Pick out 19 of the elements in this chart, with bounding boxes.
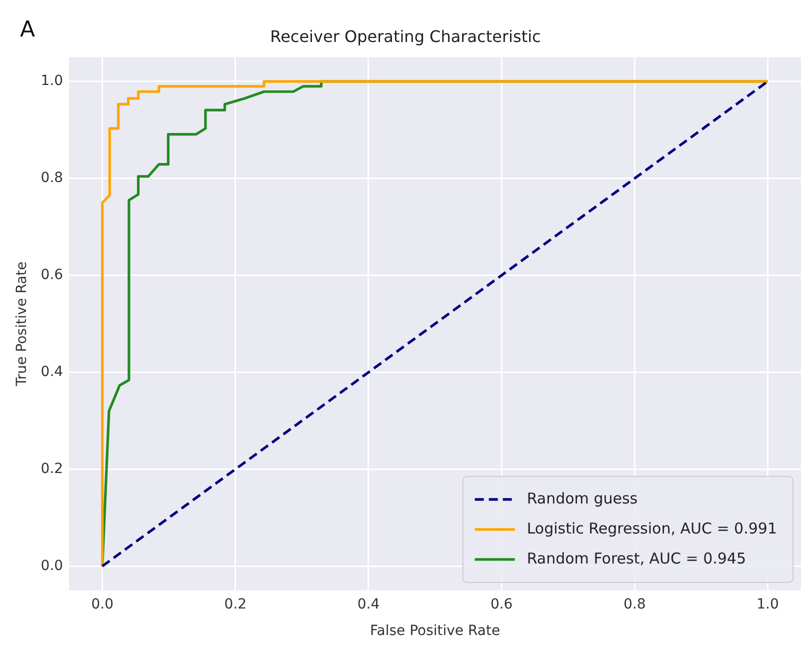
y-tick-label: 0.8: [40, 170, 64, 186]
x-axis-title: False Positive Rate: [370, 623, 500, 640]
y-tick-label: 1.0: [40, 73, 64, 90]
text: A: [20, 18, 36, 43]
legend-label: Logistic Regression, AUC = 0.991: [526, 519, 778, 538]
x-tick-label: 0.4: [357, 596, 380, 612]
y-tick-label: 0.6: [40, 266, 64, 283]
x-tick-label: 0.0: [91, 596, 114, 612]
x-tick-label: 0.2: [224, 596, 247, 612]
x-tick-label: 0.6: [490, 596, 513, 612]
y-axis-title: True Positive Rate: [14, 261, 30, 388]
y-tick-label: 0.4: [40, 364, 64, 380]
legend-label: Random Forest, AUC = 0.945: [526, 549, 746, 568]
y-tick-label: 0.0: [40, 558, 64, 574]
x-tick-label: 0.8: [624, 596, 646, 612]
y-tick-label: 0.2: [40, 460, 64, 477]
legend-label: Random guess: [526, 489, 638, 508]
chart-title: Receiver Operating Characteristic: [270, 26, 541, 46]
x-tick-label: 1.0: [756, 596, 779, 612]
